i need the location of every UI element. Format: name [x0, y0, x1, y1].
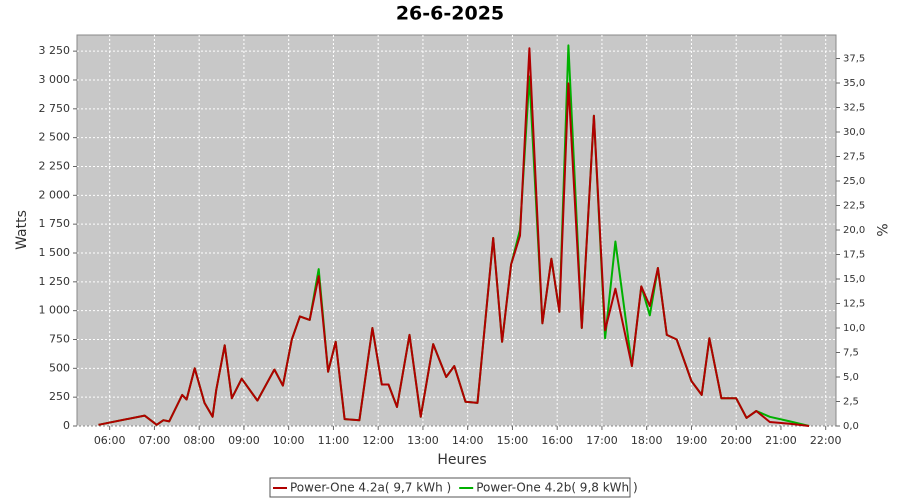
y-tick-label: 2 500 [39, 131, 71, 144]
y-tick-label: 250 [49, 390, 70, 403]
x-tick-label: 20:00 [720, 434, 752, 447]
x-tick-label: 07:00 [139, 434, 171, 447]
x-tick-label: 22:00 [810, 434, 842, 447]
x-tick-label: 06:00 [94, 434, 126, 447]
y-tick-label: 1 250 [39, 275, 71, 288]
x-tick-label: 18:00 [631, 434, 663, 447]
y-axis-label: Watts [14, 210, 30, 250]
y2-tick-label: 20,0 [843, 225, 865, 236]
legend-label: Power-One 4.2a( 9,7 kWh ) [290, 481, 451, 495]
y2-tick-label: 32,5 [843, 103, 865, 114]
y-tick-label: 3 000 [39, 73, 71, 86]
x-tick-label: 14:00 [452, 434, 484, 447]
y2-tick-label: 15,0 [843, 274, 865, 285]
chart-title: 26-6-2025 [396, 3, 504, 25]
x-tick-label: 21:00 [765, 434, 797, 447]
y2-tick-label: 7,5 [843, 348, 859, 359]
x-tick-label: 09:00 [228, 434, 260, 447]
x-axis-label: Heures [437, 452, 486, 468]
x-tick-label: 15:00 [497, 434, 529, 447]
y2-tick-label: 30,0 [843, 127, 865, 138]
plot-area [76, 34, 837, 427]
y2-tick-label: 22,5 [843, 201, 865, 212]
y2-tick-label: 17,5 [843, 250, 865, 261]
y2-tick-label: 37,5 [843, 54, 865, 65]
y-tick-label: 1 750 [39, 217, 71, 230]
series-line [98, 47, 810, 427]
x-tick-label: 10:00 [273, 434, 305, 447]
y2-tick-label: 27,5 [843, 152, 865, 163]
x-tick-label: 17:00 [586, 434, 618, 447]
y2-tick-label: 10,0 [843, 323, 865, 334]
legend [269, 477, 631, 498]
y2-tick-label: 12,5 [843, 299, 865, 310]
y-tick-label: 2 750 [39, 102, 71, 115]
y-tick-label: 750 [49, 332, 70, 345]
y-tick-label: 0 [63, 419, 70, 432]
y2-axis-label: % [873, 223, 889, 236]
y-tick-label: 500 [49, 361, 70, 374]
y2-tick-label: 25,0 [843, 176, 865, 187]
y2-tick-label: 0,0 [843, 421, 859, 432]
y-tick-label: 3 250 [39, 44, 71, 57]
y2-tick-label: 2,5 [843, 397, 859, 408]
y2-tick-label: 35,0 [843, 78, 865, 89]
x-tick-label: 16:00 [541, 434, 573, 447]
x-tick-label: 11:00 [318, 434, 350, 447]
legend-label: Power-One 4.2b( 9,8 kWh ) [476, 481, 637, 495]
x-tick-label: 13:00 [407, 434, 439, 447]
y-tick-label: 1 500 [39, 246, 71, 259]
x-tick-label: 08:00 [183, 434, 215, 447]
y-tick-label: 2 250 [39, 159, 71, 172]
x-tick-label: 12:00 [362, 434, 394, 447]
y2-tick-label: 5,0 [843, 372, 859, 383]
y-tick-label: 1 000 [39, 304, 71, 317]
x-tick-label: 19:00 [676, 434, 708, 447]
y-tick-label: 2 000 [39, 188, 71, 201]
